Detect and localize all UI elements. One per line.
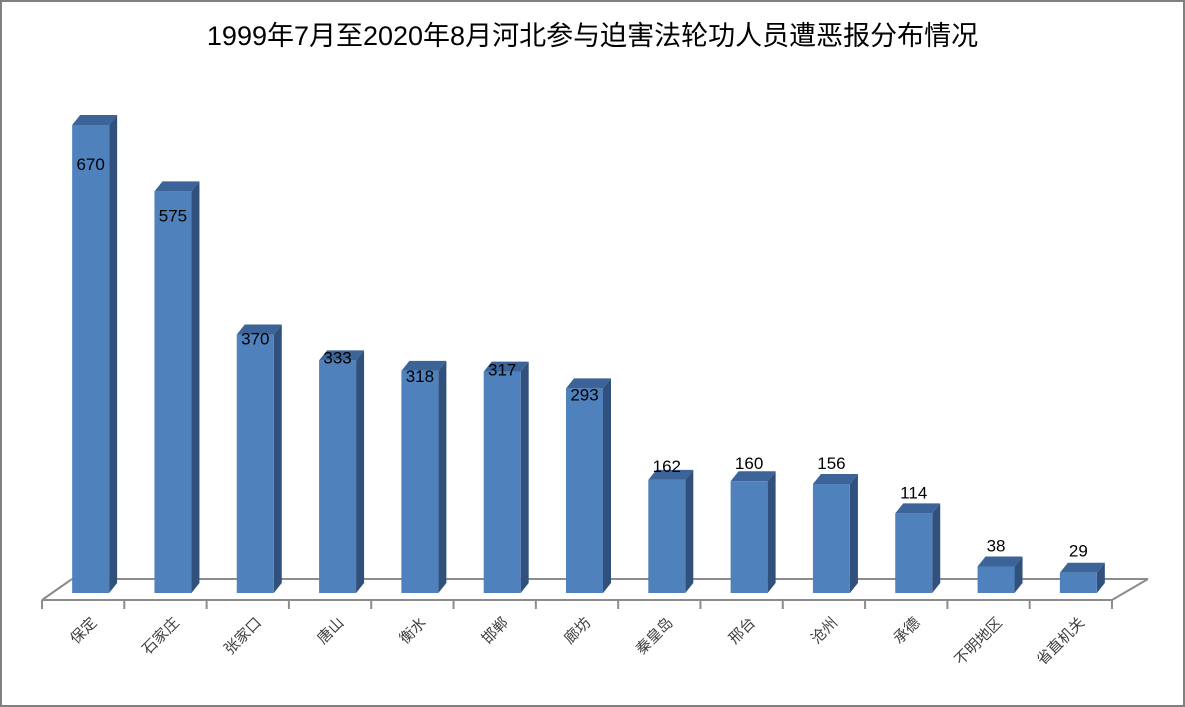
bar-value-label: 317 [488, 361, 516, 380]
bar-top-face [483, 361, 529, 372]
bar-front-face [401, 370, 439, 593]
bar-value-label: 156 [817, 454, 845, 473]
bar-front-face [648, 479, 686, 593]
bar-top-face [812, 474, 858, 485]
bar-front-face [154, 191, 192, 594]
bar-front-face [895, 513, 933, 593]
bar-top-face [895, 503, 941, 514]
category-label: 不明地区 [951, 614, 1005, 668]
category-label: 衡水 [396, 614, 429, 647]
category-label: 邯郸 [479, 614, 512, 647]
bar-value-label: 575 [159, 206, 187, 225]
bar-front-face [730, 481, 768, 593]
bar-value-label: 160 [735, 454, 763, 473]
bar-value-label: 114 [900, 483, 927, 502]
bar-side-face [603, 378, 611, 593]
category-label: 沧州 [808, 614, 841, 647]
bar-side-face [932, 503, 941, 593]
bar-side-face [356, 350, 365, 593]
category-label: 廊坊 [561, 614, 594, 647]
bar-top-face [72, 115, 118, 126]
bar-side-face [849, 474, 858, 593]
bar-value-label: 318 [406, 367, 434, 386]
category-label: 唐山 [314, 614, 347, 647]
category-label: 邢台 [726, 614, 759, 647]
bar-side-face [767, 471, 776, 593]
chart-title: 1999年7月至2020年8月河北参与迫害法轮功人员遭恶报分布情况 [206, 21, 979, 51]
floor-right-edge [1111, 578, 1149, 601]
bar-front-face [236, 334, 274, 593]
bar-side-face [109, 115, 118, 593]
bar-top-face [730, 471, 776, 482]
bar-side-face [520, 361, 529, 593]
bar-top-face [977, 556, 1023, 567]
bar-top-face [401, 360, 447, 371]
category-label: 张家口 [221, 614, 265, 658]
bar-top-face [319, 350, 365, 361]
category-label: 石家庄 [138, 614, 183, 659]
bar-top-face [236, 324, 282, 335]
bar-value-label: 162 [653, 457, 681, 476]
category-label: 秦皇岛 [633, 614, 677, 658]
bar-side-face [685, 469, 694, 593]
bar-front-face [319, 360, 357, 593]
bar-front-face [977, 566, 1015, 593]
floor-left-edge [41, 578, 73, 601]
bar-front-face [72, 125, 110, 593]
bar-top-face [154, 181, 200, 192]
bar-side-face [1014, 556, 1023, 593]
bar-side-face [191, 181, 200, 594]
bar-front-face [483, 371, 521, 593]
bar-value-label: 293 [570, 385, 598, 404]
bar-top-face [648, 469, 694, 480]
bar-side-face [1096, 562, 1105, 593]
category-label: 省直机关 [1034, 614, 1088, 668]
bar-front-face [812, 484, 850, 593]
bar-value-label: 29 [1069, 542, 1088, 561]
bar-front-face [1059, 572, 1097, 593]
bar-front-face [566, 388, 603, 593]
bar-top-face [1059, 562, 1105, 573]
bar-side-face [438, 360, 447, 593]
bar-value-label: 38 [987, 536, 1006, 555]
bar-top-face [566, 378, 611, 389]
category-label: 承德 [890, 614, 924, 648]
bar-value-label: 370 [241, 330, 269, 349]
bar-side-face [273, 324, 282, 593]
category-label: 保定 [67, 614, 100, 647]
bar-value-label: 670 [76, 155, 104, 174]
bar-value-label: 333 [323, 348, 351, 367]
